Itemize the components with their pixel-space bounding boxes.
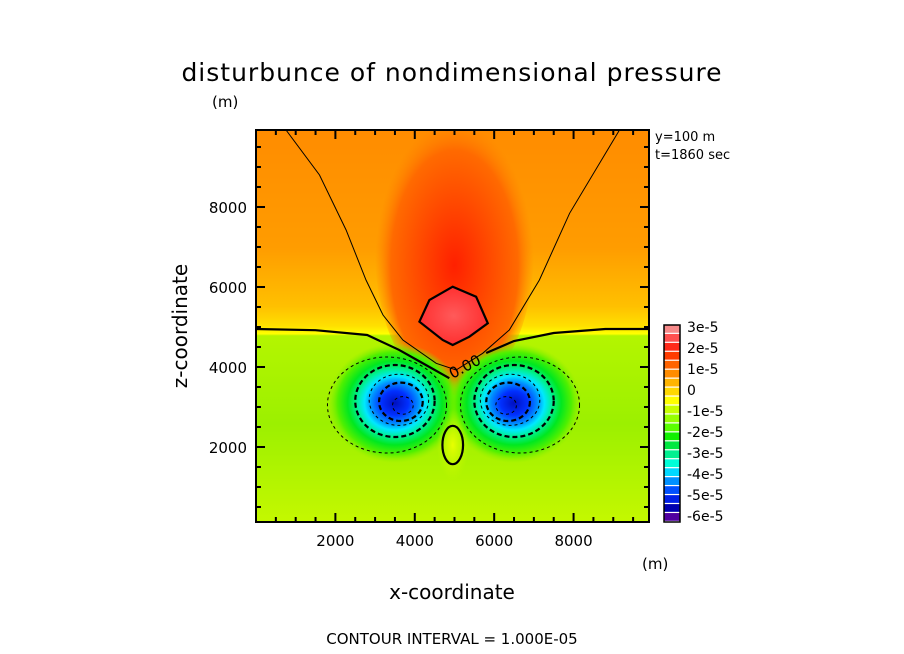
- colorbar-swatch: [664, 495, 680, 503]
- contour-line: [485, 381, 532, 423]
- colorbar-label: 0: [687, 383, 696, 399]
- weak-high-oval: [436, 409, 469, 481]
- colorbar-swatch: [664, 351, 680, 360]
- low-pressure-right: [446, 343, 582, 463]
- y-tick-label: 4000: [209, 359, 247, 377]
- colorbar-label: -6e-5: [687, 509, 724, 525]
- contour-line: [285, 130, 620, 371]
- colorbar-label: 3e-5: [687, 320, 718, 336]
- colorbar-swatch: [664, 369, 680, 378]
- colorbar-label: -2e-5: [687, 425, 724, 441]
- colorbar-swatch: [664, 405, 680, 414]
- contour-line: [485, 327, 649, 355]
- colorbar-swatch: [664, 477, 680, 485]
- contour-line: [354, 363, 436, 439]
- contour-interval-note: CONTOUR INTERVAL = 1.000E-05: [326, 630, 578, 648]
- contour-line: [368, 373, 430, 426]
- low-pressure-left: [327, 343, 463, 463]
- contour-line: [418, 285, 490, 347]
- y-tick-label: 6000: [209, 279, 247, 297]
- colorbar-swatch: [664, 486, 680, 494]
- colorbar-swatch: [664, 459, 680, 468]
- x-tick-label: 8000: [554, 532, 592, 550]
- y-tick-label: 8000: [209, 199, 247, 217]
- colorbar-swatch: [664, 325, 680, 333]
- colorbar-label: 1e-5: [687, 362, 718, 378]
- contour-line: [377, 381, 424, 423]
- contour-line: [473, 363, 555, 439]
- contour-line: [326, 356, 448, 454]
- colorbar-swatch: [664, 441, 680, 450]
- colorbar-label: 2e-5: [687, 341, 718, 357]
- colorbar-swatch: [664, 513, 680, 521]
- info-time: t=1860 sec: [655, 148, 731, 163]
- chart-title: disturbunce of nondimensional pressure: [181, 58, 723, 87]
- x-axis-label: x-coordinate: [389, 580, 515, 604]
- colorbar: 3e-5 2e-5 1e-5 0 -1e-5 -2e-5 -3e-5 -4e-5 -5e-5 -6…: [663, 320, 724, 525]
- colorbar-swatch: [664, 432, 680, 441]
- colorbar-frame: [663, 324, 681, 523]
- x-tick-label: 4000: [396, 532, 434, 550]
- colorbar-swatch: [664, 423, 680, 432]
- colorbar-swatch: [664, 387, 680, 396]
- colorbar-label: -5e-5: [687, 488, 724, 504]
- high-pressure-plume: [375, 130, 534, 395]
- contour-line: [441, 424, 465, 466]
- x-tick-label: 6000: [475, 532, 513, 550]
- contour-line: [256, 327, 450, 380]
- colorbar-swatch: [664, 468, 680, 477]
- colorbar-swatch: [664, 450, 680, 459]
- contour-line: [479, 373, 541, 426]
- colorbar-swatch: [664, 342, 680, 351]
- contour-line: [495, 396, 517, 415]
- colorbar-label: -1e-5: [687, 404, 724, 420]
- y-tick-label: 2000: [209, 439, 247, 457]
- colorbar-swatch: [664, 378, 680, 387]
- colorbar-swatch: [664, 360, 680, 369]
- colorbar-swatch: [664, 504, 680, 512]
- colorbar-swatch: [664, 414, 680, 423]
- colorbar-label: -4e-5: [687, 467, 724, 483]
- colorbar-label: -3e-5: [687, 446, 724, 462]
- colorbar-swatch: [664, 333, 680, 342]
- contour-line: [392, 396, 414, 415]
- info-y-position: y=100 m: [655, 130, 716, 145]
- colorbar-swatch: [664, 396, 680, 405]
- contour-line: [459, 356, 581, 454]
- y-unit-label: (m): [212, 93, 239, 111]
- x-tick-label: 2000: [316, 532, 354, 550]
- x-unit-label: (m): [642, 555, 669, 573]
